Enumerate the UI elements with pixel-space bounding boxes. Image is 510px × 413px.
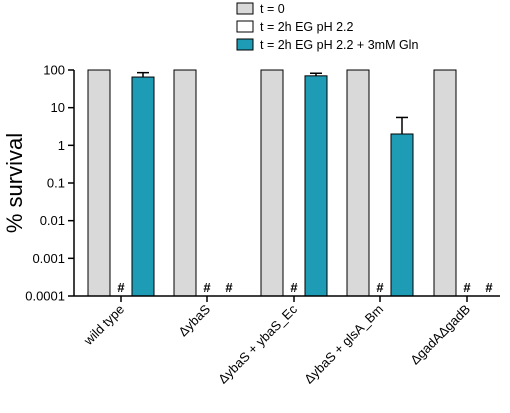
bars: # # # # # # # (87, 69, 493, 297)
bar-3-series-3 (304, 75, 328, 297)
legend-label-1: t = 0 (260, 2, 285, 16)
bar-4-series-1 (346, 69, 370, 297)
y-axis: 100 10 1 0.1 0.01 0.001 0.0001 (25, 63, 75, 304)
x-tick-label: wild type (80, 302, 127, 349)
y-axis-label: % survival (2, 133, 27, 233)
y-tick-label: 0.0001 (25, 289, 65, 304)
bar-5-series-1 (433, 69, 457, 297)
below-detection-marker: # (117, 280, 125, 295)
bar-3-series-1 (260, 69, 284, 297)
x-tick-label: ΔybaS + glsA_Bm (301, 302, 386, 387)
below-detection-marker: # (485, 280, 493, 295)
x-tick-label: ΔgadAΔgadB (407, 302, 473, 368)
x-axis: wild type ΔybaS ΔybaS + ybaS_Ec ΔybaS + gls… (74, 295, 500, 387)
legend-swatch-1 (236, 2, 254, 15)
y-tick-label: 100 (43, 63, 65, 78)
y-tick-label: 0.01 (40, 213, 65, 228)
bar-1-series-3 (131, 76, 155, 297)
legend: t = 0 t = 2h EG pH 2.2 t = 2h EG pH 2.2 + … (236, 2, 418, 52)
legend-swatch-3 (236, 38, 254, 51)
bar-4-series-3 (390, 133, 414, 297)
y-tick-label: 0.1 (47, 176, 65, 191)
below-detection-marker: # (203, 280, 211, 295)
y-tick-label: 1 (58, 138, 65, 153)
bar-1-series-1 (87, 69, 111, 297)
bar-2-series-1 (173, 69, 197, 297)
below-detection-marker: # (376, 280, 384, 295)
legend-label-3: t = 2h EG pH 2.2 + 3mM Gln (260, 38, 418, 52)
legend-swatch-2 (236, 20, 254, 33)
legend-label-2: t = 2h EG pH 2.2 (260, 20, 354, 34)
y-tick-label: 0.001 (32, 251, 65, 266)
below-detection-marker: # (225, 280, 233, 295)
below-detection-marker: # (463, 280, 471, 295)
y-tick-label: 10 (51, 100, 65, 115)
x-tick-label: ΔybaS + ybaS_Ec (215, 301, 300, 386)
x-tick-label: ΔybaS (175, 301, 213, 339)
below-detection-marker: # (290, 280, 298, 295)
